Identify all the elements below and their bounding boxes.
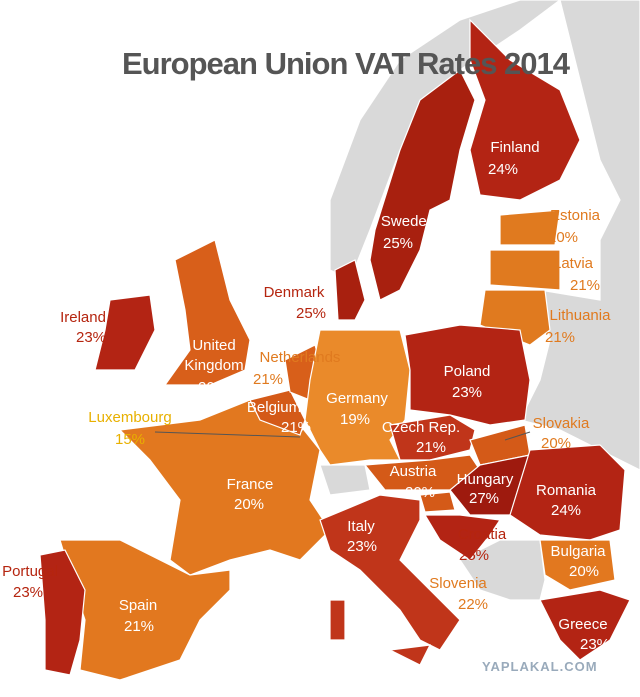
country-name: Croatia [457,526,507,543]
estonia [499,209,561,246]
slovenia [419,491,456,513]
country-name: Romania [535,482,597,499]
bulgaria [539,539,616,591]
non-eu-land [319,464,371,496]
vat-rate: 24% [487,161,519,178]
vat-rate: 20% [404,484,436,501]
sardinia [329,599,346,641]
country-name: Italy [347,518,375,535]
vat-rate: 23% [346,538,378,555]
vat-rate: 25% [382,235,414,252]
finland [469,18,581,201]
vat-rate: 20% [197,379,229,396]
vat-rate: 21% [544,329,576,346]
leader-line [504,431,531,441]
vat-rate: 21% [252,371,284,388]
belgium [249,389,306,436]
vat-rate: 21% [123,618,155,635]
country-name: Bulgaria [550,543,606,560]
vat-rate: 21% [415,439,447,456]
vat-rate: 15% [114,431,146,448]
watermark: YAPLAKAL.COM [482,659,598,674]
country-name: Czech Rep. [381,419,461,436]
spain [59,539,231,681]
denmark [334,259,366,321]
vat-rate: 19% [339,411,371,428]
vat-rate: 23% [451,384,483,401]
portugal [39,549,86,676]
country-name: Slovakia [532,415,590,432]
uk [163,239,251,386]
latvia [489,249,561,291]
country-name: Finland [490,139,540,156]
vat-rate: 21% [280,419,312,436]
map-title: European Union VAT Rates 2014 [122,46,570,81]
non-eu-land [459,539,546,601]
country-name: Slovenia [429,575,487,592]
italy [319,494,461,651]
ireland [94,294,156,371]
country-name: Belgium [246,399,302,416]
country-name: Austria [389,463,437,480]
vat-rate: 20% [540,435,572,452]
country-name: Spain [118,597,158,614]
country-name: Greece [558,616,608,633]
country-name: Luxembourg [88,409,172,426]
country-name: Netherlands [259,349,341,366]
country-name: Latvia [552,255,594,272]
romania [509,444,626,541]
country-name: Portugal [2,563,58,580]
non-eu-land [519,0,640,471]
vat-rate: 27% [468,490,500,507]
croatia [423,514,502,561]
country-name: Denmark [263,284,325,301]
country-name: United Kingdom [184,337,244,374]
country-name: Hungary [456,471,514,488]
vat-rate: 25% [458,547,490,564]
sicily [387,644,432,666]
vat-rate: 22% [457,596,489,613]
poland [404,324,531,426]
country-name: France [226,476,274,493]
country-name: Lithuania [549,307,611,324]
country-name: Ireland [60,309,106,326]
vat-rate: 23% [579,636,611,653]
country-name: Germany [326,390,388,407]
vat-rate: 21% [569,277,601,294]
vat-rate: 23% [75,329,107,346]
vat-rate: 24% [550,502,582,519]
czech [389,414,476,461]
vat-rate: 20% [568,563,600,580]
vat-rate: 23% [12,584,44,601]
greece [539,589,631,661]
country-name: Poland [443,363,491,380]
vat-rate: 20% [547,229,579,246]
leader-line [154,431,301,438]
country-name: Sweden [380,213,436,230]
country-name: Estonia [549,207,601,224]
vat-rate: 20% [233,496,265,513]
sweden [369,69,476,301]
vat-rate: 25% [295,305,327,322]
